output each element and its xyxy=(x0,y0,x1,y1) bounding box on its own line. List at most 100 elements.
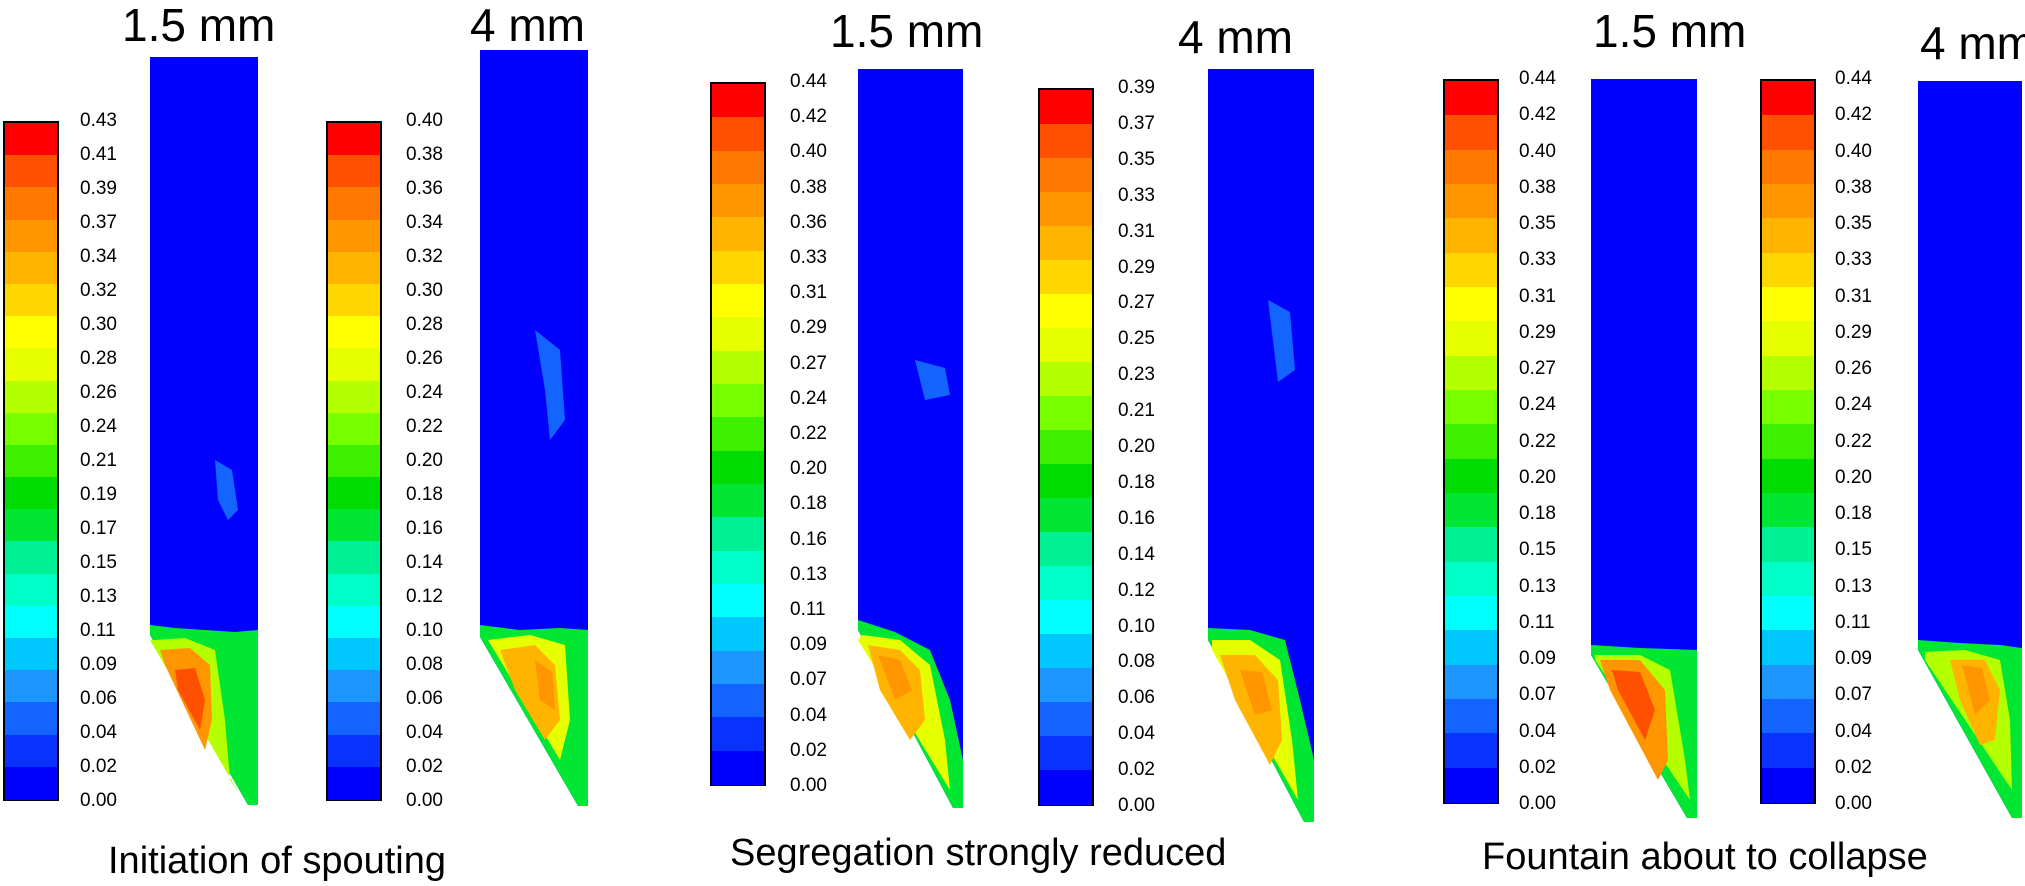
colorbar-segment xyxy=(1445,630,1497,667)
colorbar-segment xyxy=(328,509,380,543)
colorbar-segment xyxy=(328,348,380,382)
colorbar-segment xyxy=(328,187,380,221)
colorbar xyxy=(326,121,382,801)
colorbar-tick-label: 0.29 xyxy=(1519,321,1556,343)
colorbar-segment xyxy=(1040,226,1092,262)
colorbar-tick-label: 0.29 xyxy=(1118,256,1155,278)
colorbar-segment xyxy=(5,573,57,608)
colorbar-segment xyxy=(712,517,764,553)
colorbar-tick-label: 0.24 xyxy=(1519,394,1556,416)
colorbar-segment xyxy=(1445,458,1497,495)
colorbar-tick-label: 0.19 xyxy=(80,484,117,505)
colorbar-segment xyxy=(5,123,57,157)
colorbar-tick-label: 0.20 xyxy=(1519,466,1556,488)
colorbar-tick-label: 0.26 xyxy=(80,382,117,403)
colorbar-segment xyxy=(712,317,764,353)
colorbar-tick-label: 0.40 xyxy=(406,110,443,131)
colorbar-segment xyxy=(712,550,764,586)
colorbar-segment xyxy=(1762,287,1814,323)
colorbar xyxy=(3,121,59,801)
colorbar-tick-label: 0.24 xyxy=(790,387,827,409)
colorbar-segment xyxy=(712,417,764,453)
colorbar-segment xyxy=(1040,667,1092,704)
colorbar xyxy=(710,82,766,786)
colorbar-tick-label: 0.27 xyxy=(1519,358,1556,379)
colorbar-tick-label: 0.31 xyxy=(1835,285,1872,307)
colorbar-segment xyxy=(328,541,380,575)
colorbar-tick-label: 0.07 xyxy=(790,669,827,691)
colorbar-tick-label: 0.04 xyxy=(790,704,827,726)
colorbar-tick-label: 0.26 xyxy=(1835,358,1872,379)
colorbar-segment xyxy=(5,766,57,801)
colorbar-segment xyxy=(1445,390,1497,426)
colorbar-segment xyxy=(1040,90,1092,126)
colorbar-tick-label: 0.30 xyxy=(80,314,117,335)
colorbar-tick-label: 0.31 xyxy=(790,282,827,304)
colorbar-segment xyxy=(5,541,57,575)
colorbar-tick-label: 0.42 xyxy=(1835,104,1872,126)
colorbar-tick-label: 0.27 xyxy=(1118,292,1155,314)
colorbar-tick-label: 0.20 xyxy=(1835,466,1872,488)
colorbar-segment xyxy=(1445,115,1497,152)
colorbar-segment xyxy=(1762,596,1814,632)
colorbar-segment xyxy=(1445,664,1497,701)
colorbar-segment xyxy=(1040,464,1092,500)
colorbar-tick-label: 0.20 xyxy=(1118,436,1155,457)
colorbar-tick-label: 0.39 xyxy=(80,178,117,199)
colorbar-segment xyxy=(1762,424,1814,461)
colorbar-tick-label: 0.33 xyxy=(1835,249,1872,271)
colorbar-segment xyxy=(1762,321,1814,358)
colorbar-tick-label: 0.43 xyxy=(80,110,117,131)
colorbar-tick-label: 0.35 xyxy=(1519,213,1556,234)
colorbar-segment xyxy=(1040,158,1092,194)
colorbar-tick-label: 0.04 xyxy=(1835,720,1872,742)
colorbar-segment xyxy=(712,384,764,419)
colorbar-segment xyxy=(5,187,57,221)
colorbar-tick-label: 0.10 xyxy=(406,620,443,641)
colorbar-tick-label: 0.41 xyxy=(80,144,117,165)
colorbar-segment xyxy=(1040,532,1092,568)
colorbar-tick-label: 0.36 xyxy=(406,178,443,199)
colorbar-tick-label: 0.07 xyxy=(1519,684,1556,706)
colorbar-tick-label: 0.34 xyxy=(406,212,443,233)
colorbar-segment xyxy=(1040,600,1092,636)
colorbar-segment xyxy=(328,444,380,479)
colorbar-segment xyxy=(328,412,380,447)
colorbar-tick-label: 0.14 xyxy=(406,552,443,573)
colorbar-segment xyxy=(1040,430,1092,466)
colorbar-segment xyxy=(5,444,57,479)
colorbar-tick-label: 0.00 xyxy=(406,790,443,811)
colorbar-segment xyxy=(1445,733,1497,770)
colorbar-segment xyxy=(1040,192,1092,228)
colorbar-tick-label: 0.00 xyxy=(1519,793,1556,814)
colorbar-tick-label: 0.37 xyxy=(1118,112,1155,134)
colorbar-tick-label: 0.18 xyxy=(1519,503,1556,524)
colorbar-tick-label: 0.30 xyxy=(406,280,443,301)
colorbar-tick-label: 0.22 xyxy=(406,416,443,437)
colorbar-tick-label: 0.11 xyxy=(1519,611,1555,633)
colorbar-tick-label: 0.35 xyxy=(1835,213,1872,234)
colorbar-tick-label: 0.17 xyxy=(80,518,117,539)
colorbar-tick-label: 0.09 xyxy=(1519,648,1556,669)
colorbar-tick-label: 0.06 xyxy=(406,688,443,709)
colorbar-tick-label: 0.12 xyxy=(1118,579,1155,601)
colorbar-segment xyxy=(1040,362,1092,398)
colorbar-segment xyxy=(1445,527,1497,564)
colorbar-segment xyxy=(1040,736,1092,772)
colorbar-segment xyxy=(1762,390,1814,426)
colorbar-tick-label: 0.14 xyxy=(1118,543,1155,565)
colorbar-segment xyxy=(1445,699,1497,735)
colorbar-tick-label: 0.02 xyxy=(406,756,443,777)
colorbar-segment xyxy=(1445,81,1497,117)
colorbar-tick-label: 0.02 xyxy=(790,739,827,761)
colorbar-segment xyxy=(5,412,57,447)
colorbar-segment xyxy=(328,251,380,286)
colorbar-segment xyxy=(1762,699,1814,735)
colorbar-tick-label: 0.44 xyxy=(1835,68,1872,89)
colorbar-segment xyxy=(1762,149,1814,186)
colorbar-segment xyxy=(5,316,57,350)
